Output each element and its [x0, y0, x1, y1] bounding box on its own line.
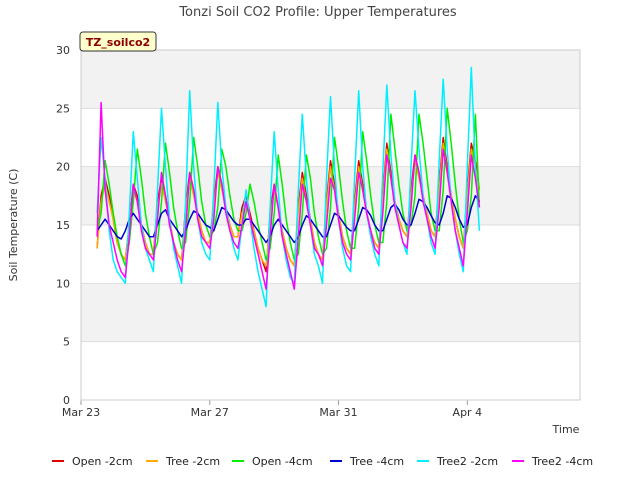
series-lines [96, 66, 481, 308]
plot-band [81, 283, 580, 342]
y-tick-label: 20 [56, 161, 70, 174]
series-line-tree2-2cm [96, 66, 481, 308]
plot-band [81, 108, 580, 167]
y-axis-label: Soil Temperature (C) [7, 169, 20, 282]
legend-label: Open -4cm [252, 455, 313, 468]
legend-label: Tree2 -2cm [436, 455, 498, 468]
badge-label: TZ_soilco2 [86, 36, 150, 49]
legend-label: Open -2cm [72, 455, 133, 468]
series-line-tree-4cm [96, 195, 481, 244]
y-axis-ticks: 0 5 10 15 20 25 30 [56, 44, 70, 407]
series-line-open-4cm [96, 107, 481, 267]
legend-label: Tree2 -4cm [531, 455, 593, 468]
x-tick-label: Apr 4 [453, 406, 483, 419]
y-tick-label: 10 [56, 277, 70, 290]
badge-box [79, 31, 157, 52]
x-axis-ticks: Mar 23 Mar 27 Mar 31 Apr 4 [62, 400, 482, 419]
y-tick-label: 0 [63, 394, 70, 407]
legend-label: Tree -4cm [349, 455, 404, 468]
x-tick-label: Mar 27 [191, 406, 229, 419]
dataset-badge: TZ_soilco2 [79, 31, 157, 52]
y-tick-label: 30 [56, 44, 70, 57]
x-tick-label: Mar 23 [62, 406, 100, 419]
x-tick-label: Mar 31 [319, 406, 357, 419]
y-tick-label: 25 [56, 102, 70, 115]
series-line-tree2-4cm [96, 101, 481, 290]
y-tick-label: 5 [63, 336, 70, 349]
x-axis-label: Time [552, 423, 580, 436]
legend-label: Tree -2cm [165, 455, 220, 468]
legend: Open -2cm Tree -2cm Open -4cm Tree -4cm Tree… [52, 455, 593, 468]
plot-band [81, 341, 580, 400]
chart-title: Tonzi Soil CO2 Profile: Upper Temperatur… [178, 5, 457, 20]
plot-frame [80, 49, 581, 401]
plot-band [81, 225, 580, 284]
y-tick-label: 15 [56, 219, 70, 232]
